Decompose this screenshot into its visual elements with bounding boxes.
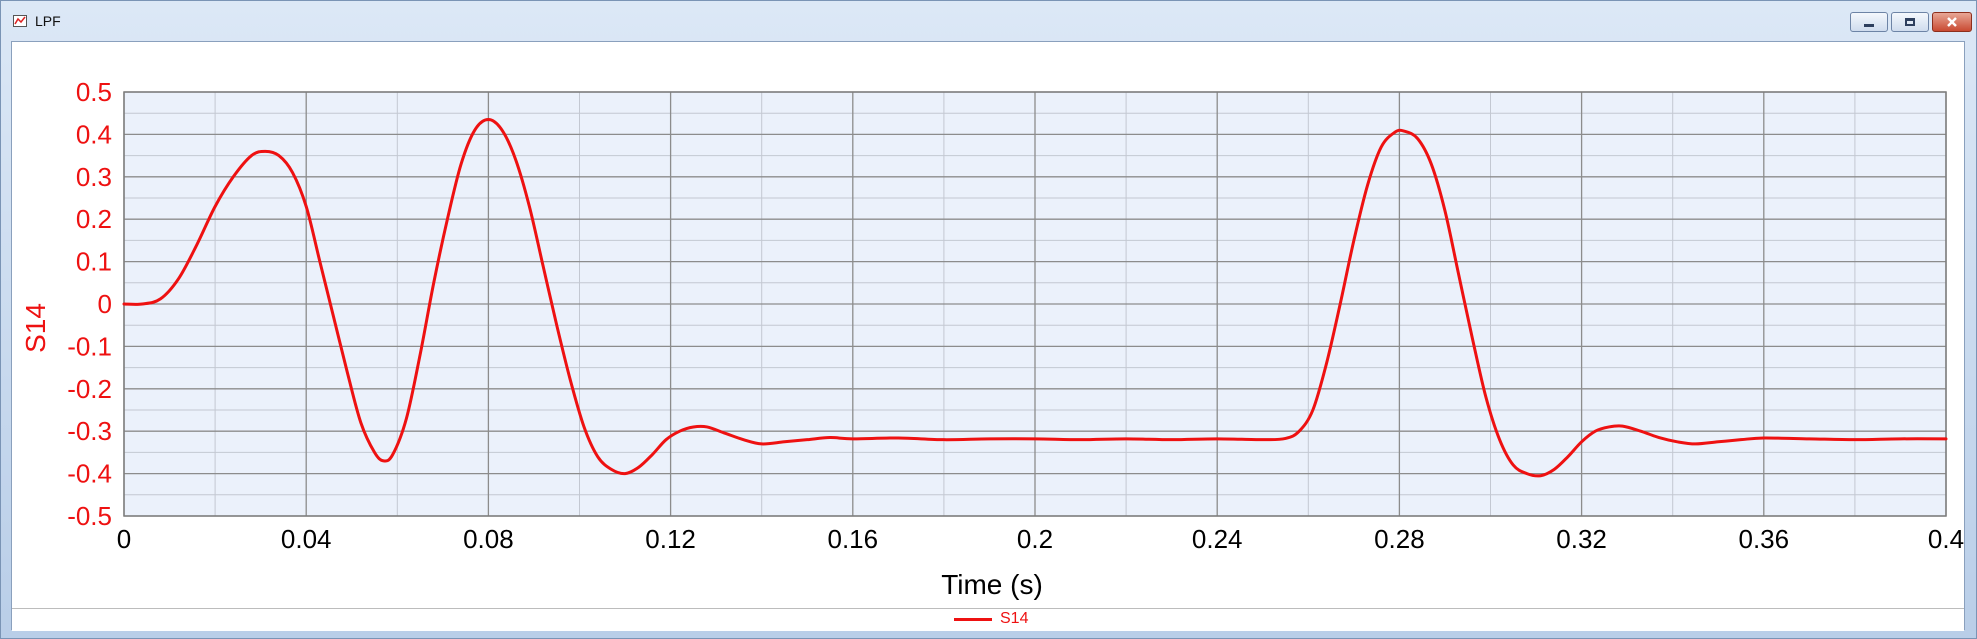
window-title: LPF bbox=[35, 13, 61, 29]
x-tick-label: 0.04 bbox=[281, 524, 332, 554]
y-tick-labels: 0.5 0.4 0.3 0.2 0.1 0 -0.1 -0.2 -0.3 -0.4 -0.5 bbox=[67, 77, 112, 531]
close-button[interactable] bbox=[1932, 12, 1972, 32]
y-tick-label: 0.4 bbox=[76, 119, 112, 149]
maximize-button[interactable] bbox=[1891, 12, 1929, 32]
title-bar[interactable]: LPF bbox=[1, 1, 1976, 41]
y-tick-label: -0.1 bbox=[67, 331, 112, 361]
x-tick-label: 0.32 bbox=[1556, 524, 1607, 554]
y-tick-label: 0.3 bbox=[76, 162, 112, 192]
legend-label: S14 bbox=[1000, 610, 1029, 627]
y-tick-label: 0.2 bbox=[76, 204, 112, 234]
x-tick-label: 0.12 bbox=[645, 524, 696, 554]
x-tick-label: 0.36 bbox=[1738, 524, 1789, 554]
series-line-s14 bbox=[122, 118, 1948, 478]
y-tick-label: -0.3 bbox=[67, 416, 112, 446]
x-tick-label: 0.28 bbox=[1374, 524, 1425, 554]
chart-icon bbox=[13, 15, 27, 27]
y-tick-label: 0 bbox=[98, 289, 112, 319]
x-tick-label: 0.08 bbox=[463, 524, 514, 554]
chart-area: 0 0.04 0.08 0.12 0.16 0.2 0.24 0.28 0.32 0.36 0.4 … bbox=[11, 41, 1965, 631]
x-tick-label: 0.24 bbox=[1192, 524, 1243, 554]
x-tick-label: 0.16 bbox=[827, 524, 878, 554]
x-tick-label: 0 bbox=[117, 524, 131, 554]
y-axis-label: S14 bbox=[20, 303, 51, 353]
legend-swatch bbox=[954, 618, 992, 621]
y-tick-label: 0.1 bbox=[76, 247, 112, 277]
minimize-icon bbox=[1864, 23, 1874, 27]
y-tick-label: 0.5 bbox=[76, 77, 112, 107]
maximize-icon bbox=[1905, 18, 1915, 26]
x-tick-label: 0.2 bbox=[1017, 524, 1053, 554]
close-icon bbox=[1947, 17, 1957, 27]
x-tick-labels: 0 0.04 0.08 0.12 0.16 0.2 0.24 0.28 0.32 0.36 0.4 bbox=[117, 524, 1964, 554]
minimize-button[interactable] bbox=[1850, 12, 1888, 32]
y-tick-label: -0.2 bbox=[67, 374, 112, 404]
y-tick-label: -0.5 bbox=[67, 501, 112, 531]
x-tick-label: 0.4 bbox=[1928, 524, 1964, 554]
line-chart: 0 0.04 0.08 0.12 0.16 0.2 0.24 0.28 0.32 0.36 0.4 … bbox=[20, 77, 1964, 600]
x-axis-label: Time (s) bbox=[941, 569, 1043, 600]
legend: S14 bbox=[12, 608, 1964, 631]
y-tick-label: -0.4 bbox=[67, 459, 112, 489]
